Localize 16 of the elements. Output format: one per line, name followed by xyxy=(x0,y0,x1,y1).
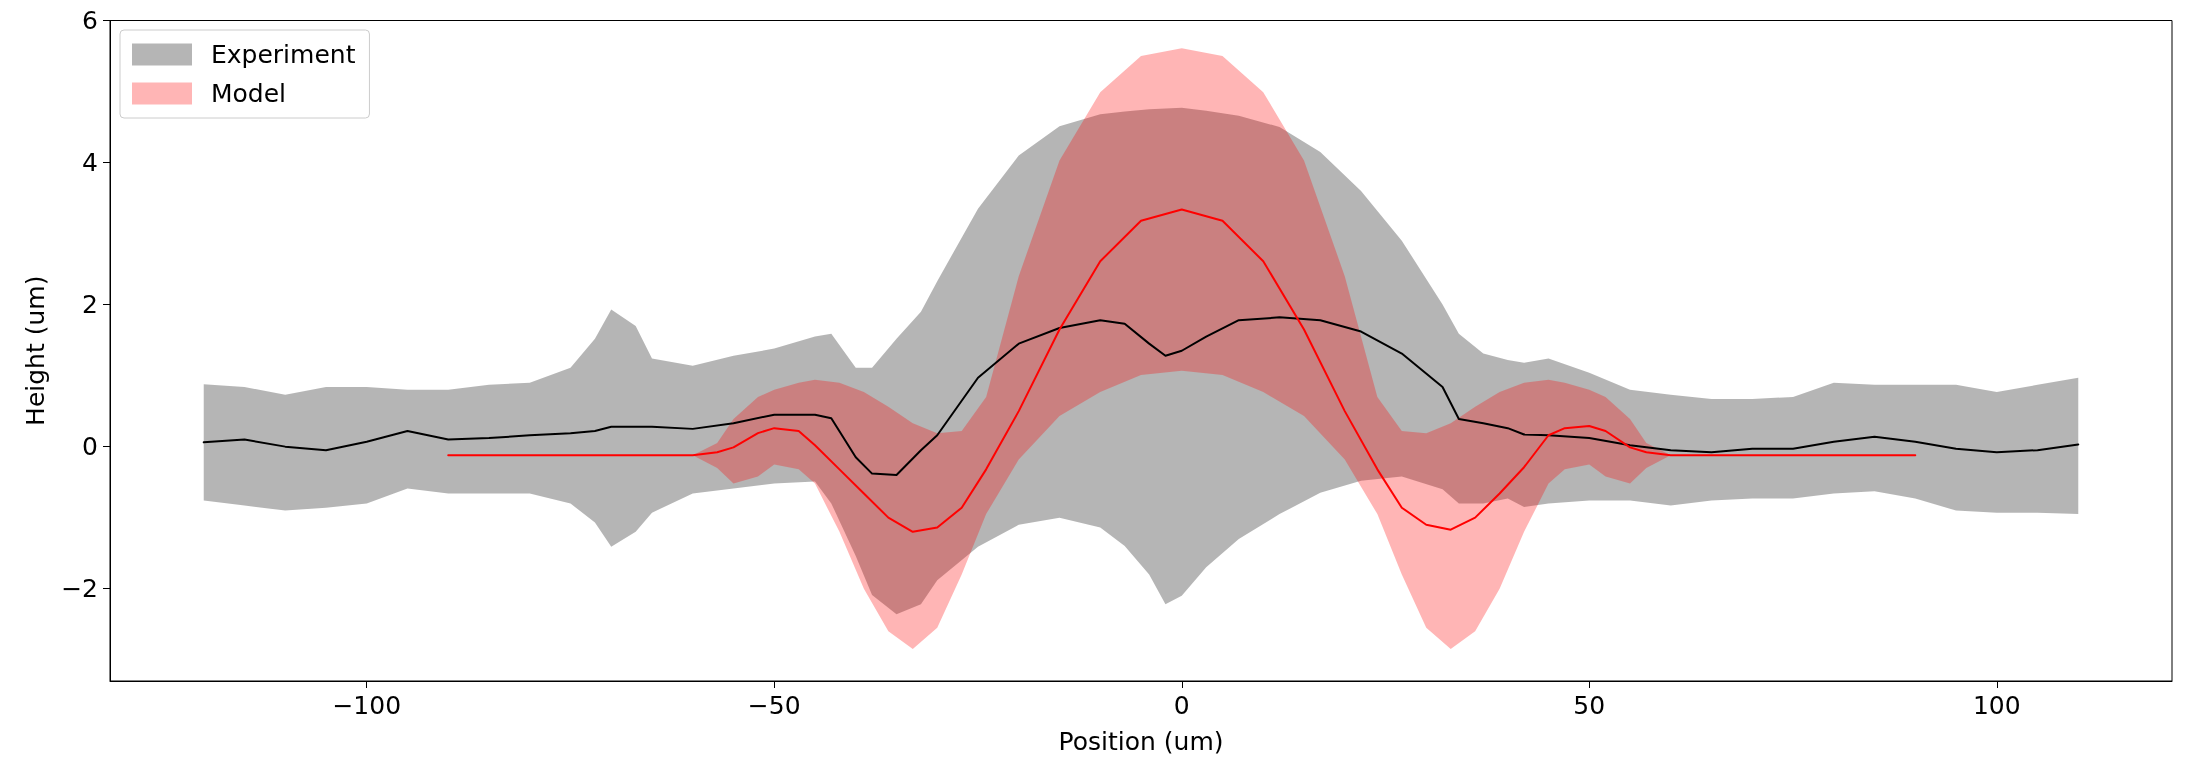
x-tick-label: 100 xyxy=(1972,691,2021,720)
legend-label: Model xyxy=(211,79,287,108)
y-tick-label: 2 xyxy=(82,290,98,320)
y-tick-label: −2 xyxy=(61,574,98,604)
x-tick-label: 50 xyxy=(1573,691,1606,720)
x-tick-label: −100 xyxy=(332,691,402,720)
line-series xyxy=(202,316,2080,477)
line-series xyxy=(447,208,1917,533)
x-axis-title: Position (um) xyxy=(1058,727,1224,756)
y-tick-label: 4 xyxy=(82,148,98,178)
legend-label: Experiment xyxy=(211,40,356,69)
y-tick-label: 6 xyxy=(82,6,98,35)
x-tick-label: 0 xyxy=(1173,691,1190,720)
y-axis-title: Height (um) xyxy=(21,275,50,426)
x-tick-label: −50 xyxy=(747,691,801,720)
y-tick-label: 0 xyxy=(82,432,98,462)
